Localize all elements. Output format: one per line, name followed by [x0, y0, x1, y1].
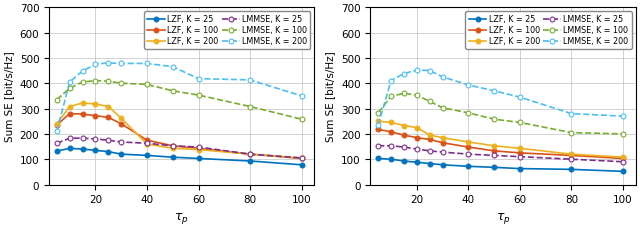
Legend: LZF, K = 25, LZF, K = 100, LZF, K = 200, LMMSE, K = 25, LMMSE, K = 100, LMMSE, K: LZF, K = 25, LZF, K = 100, LZF, K = 200,…: [465, 12, 632, 49]
X-axis label: $\tau_p$: $\tau_p$: [175, 210, 189, 225]
Y-axis label: Sum SE [bit/s/Hz]: Sum SE [bit/s/Hz]: [4, 51, 14, 142]
Legend: LZF, K = 25, LZF, K = 100, LZF, K = 200, LMMSE, K = 25, LMMSE, K = 100, LMMSE, K: LZF, K = 25, LZF, K = 100, LZF, K = 200,…: [144, 12, 310, 49]
Y-axis label: Sum SE [bit/s/Hz]: Sum SE [bit/s/Hz]: [326, 51, 335, 142]
X-axis label: $\tau_p$: $\tau_p$: [496, 210, 511, 225]
